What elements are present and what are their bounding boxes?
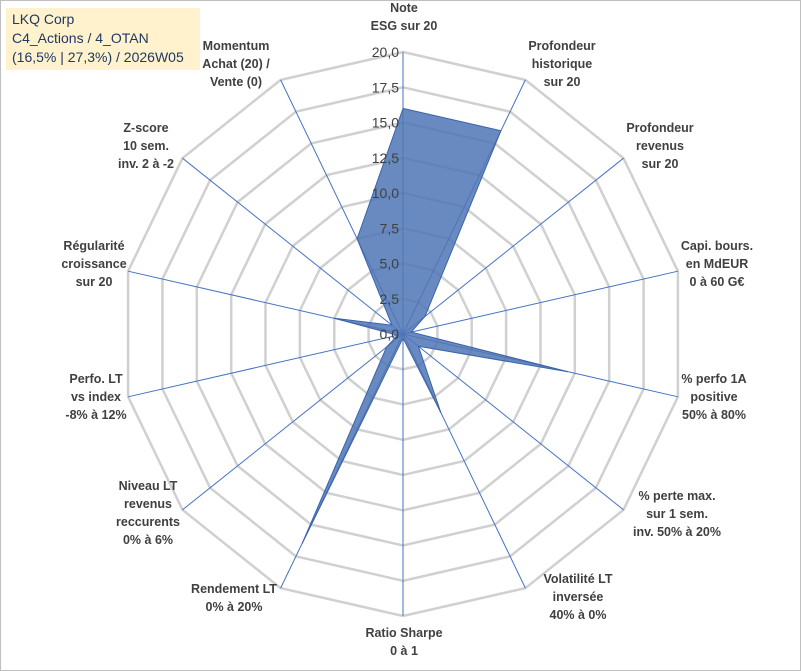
axis-label-11: Régularité croissance sur 20 [61,239,126,289]
spoke-12 [182,157,404,335]
tick-label: 17,5 [372,79,399,95]
axis-label-2: Profondeur revenus sur 20 [626,121,693,171]
spoke-10 [127,333,404,398]
tick-label: 2,5 [380,291,400,307]
axis-label-7: Ratio Sharpe 0 à 1 [365,626,442,658]
axis-label-1: Profondeur historique sur 20 [528,39,595,89]
title-line-1: LKQ Corp [12,11,75,27]
series-area-0 [301,107,569,544]
radar-series [301,107,569,544]
axis-label-10: Perfo. LT vs index -8% à 12% [65,372,126,422]
tick-label: 10,0 [372,185,399,201]
title-line-3: (16,5% | 27,3%) / 2026W05 [12,49,184,65]
axis-label-13: Momentum Achat (20) / Vente (0) [202,39,270,89]
tick-label: 20,0 [372,44,399,60]
axis-label-0: Note ESG sur 20 [371,1,438,33]
tick-label: 15,0 [372,115,399,131]
chart-title-box: LKQ Corp C4_Actions / 4_OTAN (16,5% | 27… [6,8,200,70]
title-line-2: C4_Actions / 4_OTAN [12,30,149,46]
radar-tick-labels: 0,0 2,5 5,0 7,5 10,0 12,5 15,0 17,5 20,0 [372,44,399,342]
spoke-2 [402,157,624,335]
axis-label-3: Capi. bours. en MdEUR 0 à 60 G€ [681,239,753,289]
axis-label-12: Z-score 10 sem. inv. 2 à -2 [118,121,174,171]
tick-label: 7,5 [380,220,400,236]
tick-label: 12,5 [372,150,399,166]
radar-axis-labels: Note ESG sur 20 Profondeur historique sur 20… [61,1,753,658]
axis-label-9: Niveau LT revenus reccurents 0% à 6% [116,479,180,547]
tick-label: 5,0 [380,256,400,272]
axis-label-5: % perte max. sur 1 sem. inv. 50% à 20% [633,489,721,539]
axis-label-8: Rendement LT 0% à 20% [191,582,277,614]
spoke-3 [402,270,679,335]
spoke-5 [402,333,624,511]
spoke-9 [182,333,404,511]
axis-label-4: % perfo 1A positive 50% à 80% [681,372,746,422]
axis-label-6: Volatilité LT inversée 40% à 0% [544,572,613,622]
tick-label: 0,0 [380,326,400,342]
